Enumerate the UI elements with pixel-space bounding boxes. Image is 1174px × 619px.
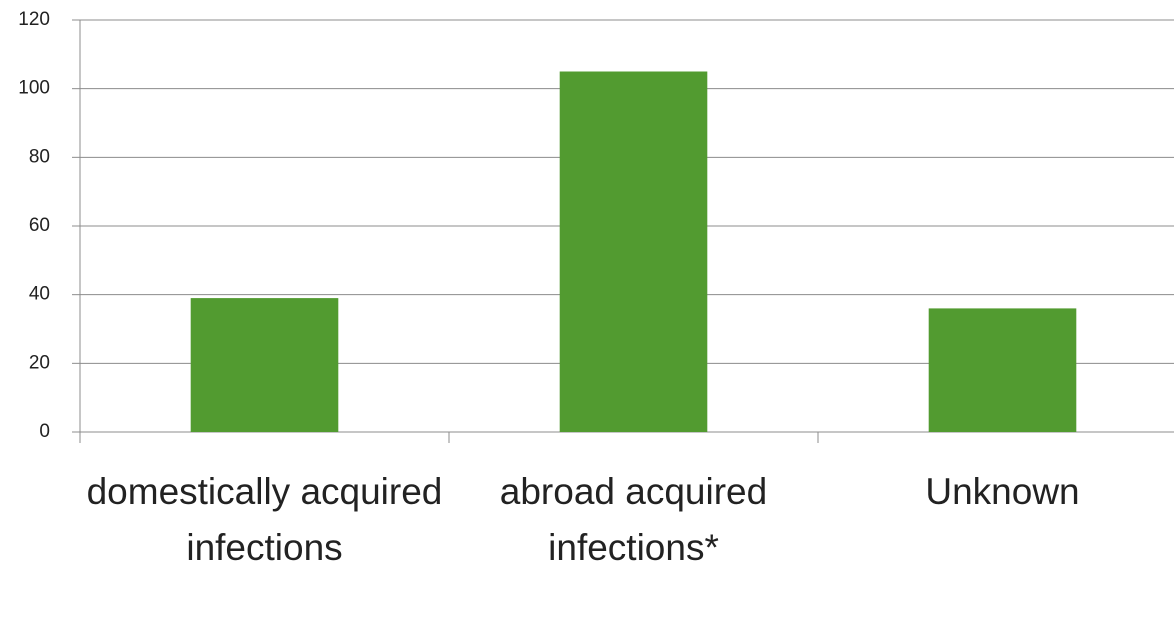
y-tick-label: 80 xyxy=(29,146,50,167)
x-tick-label: domestically acquired infections xyxy=(86,471,443,568)
bar xyxy=(190,298,339,432)
bar xyxy=(559,71,708,432)
y-tick-label: 0 xyxy=(39,421,50,442)
y-tick-label: 60 xyxy=(29,215,50,236)
y-tick-label: 40 xyxy=(29,284,50,305)
y-tick-label: 120 xyxy=(18,9,50,30)
y-tick-label: 100 xyxy=(18,78,50,99)
x-tick-label: abroad acquired infections* xyxy=(499,471,768,568)
y-tick-label: 20 xyxy=(29,352,50,373)
bar xyxy=(928,308,1077,432)
x-tick-label: Unknown xyxy=(925,471,1080,512)
